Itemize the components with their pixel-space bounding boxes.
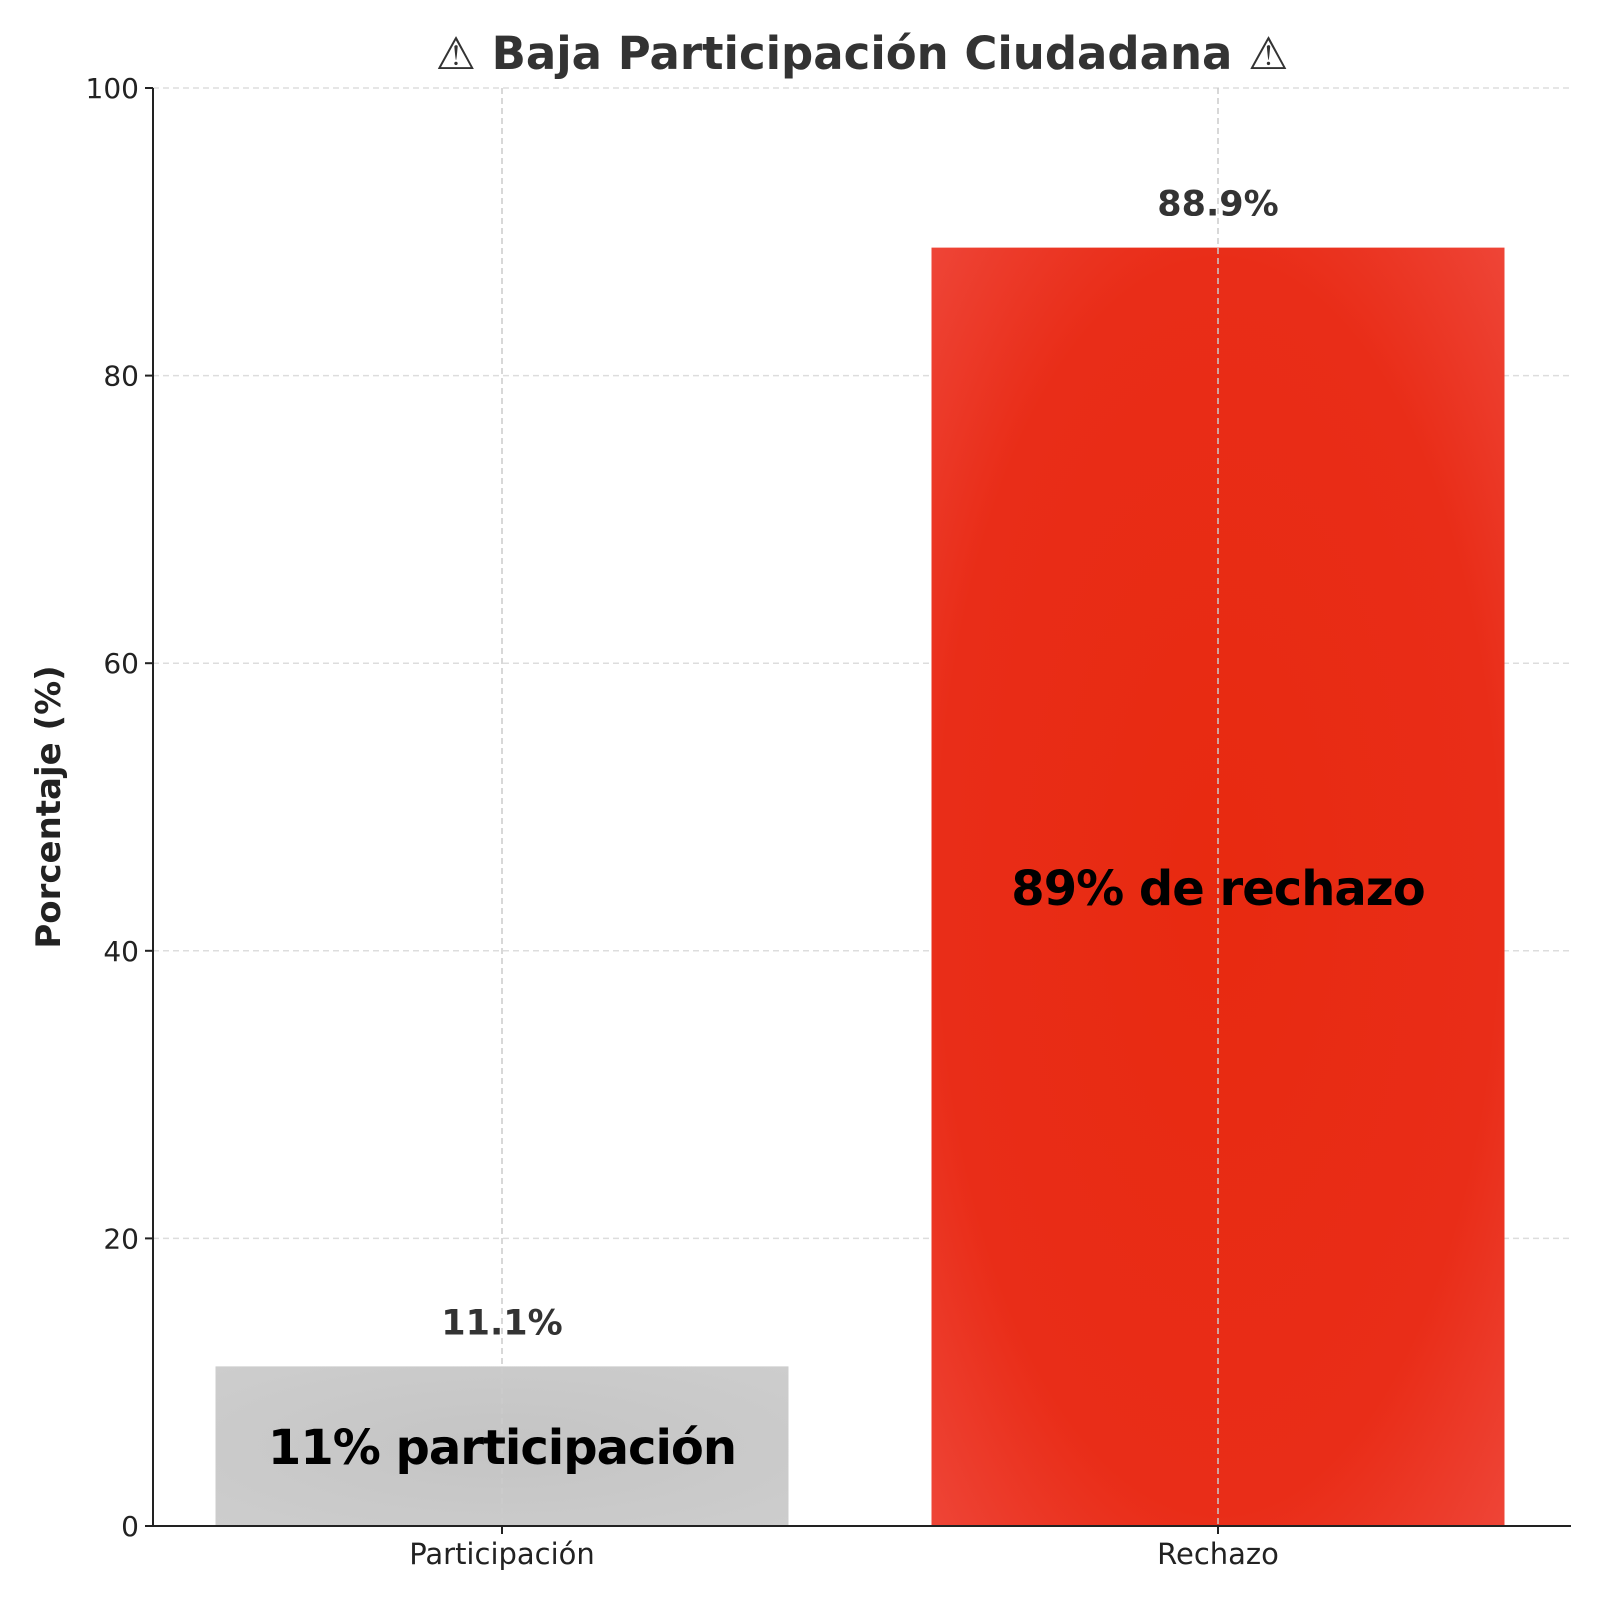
value-label: 11.1% — [441, 1303, 562, 1343]
y-tick-label: 60 — [103, 647, 139, 680]
x-tick-label: Rechazo — [1157, 1537, 1279, 1571]
y-tick-label: 100 — [86, 72, 139, 105]
value-label: 88.9% — [1157, 185, 1278, 225]
inner-label: 89% de rechazo — [1011, 861, 1424, 917]
axes: 0 20 40 60 80 100 Participación Rechazo — [86, 72, 1571, 1571]
x-tick-label: Participación — [409, 1537, 595, 1571]
chart-title: ⚠ Baja Participación Ciudadana ⚠ — [436, 27, 1289, 80]
inner-label: 11% participación — [268, 1420, 736, 1476]
y-tick-label: 20 — [103, 1222, 139, 1255]
y-tick-label: 0 — [121, 1510, 139, 1543]
bars: 11.1% 11% participación 88.9% 89% de rechaz… — [215, 88, 1505, 1526]
y-tick-label: 80 — [103, 360, 139, 393]
y-axis-label: Porcentaje (%) — [29, 665, 69, 948]
y-tick-label: 40 — [103, 935, 139, 968]
